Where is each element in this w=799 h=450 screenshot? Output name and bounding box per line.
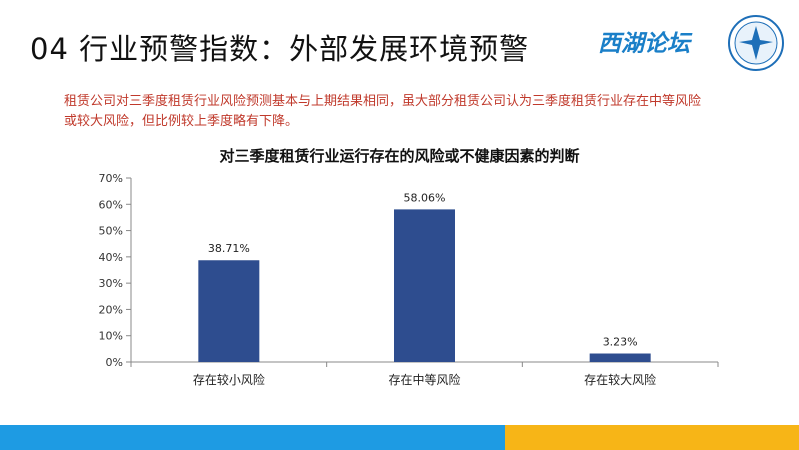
- footer-band-yellow: [505, 425, 799, 450]
- x-category-label: 存在较小风险: [193, 372, 265, 387]
- forum-emblem-icon: [728, 15, 784, 71]
- bar-value-label: 38.71%: [208, 242, 250, 255]
- y-tick-label: 60%: [99, 198, 123, 211]
- summary-text: 租赁公司对三季度租赁行业风险预测基本与上期结果相同，虽大部分租赁公司认为三季度租…: [64, 94, 702, 129]
- y-tick-label: 0%: [106, 356, 123, 369]
- chart-title: 对三季度租赁行业运行存在的风险或不健康因素的判断: [219, 147, 580, 165]
- footer-band-blue: [0, 425, 505, 450]
- bar-chart: 0% 10% 20% 30% 40% 50% 60% 70% 38.71% 存在较小风险 58.06…: [99, 172, 719, 387]
- x-category-label: 存在中等风险: [388, 372, 460, 387]
- y-tick-label: 70%: [99, 172, 123, 185]
- y-tick-label: 30%: [99, 277, 123, 290]
- y-tick-label: 20%: [99, 303, 123, 316]
- bar-value-label: 58.06%: [404, 191, 446, 204]
- bar-1: [198, 260, 260, 362]
- x-category-label: 存在较大风险: [584, 372, 656, 387]
- bar-3: [589, 353, 651, 362]
- y-tick-label: 40%: [99, 251, 123, 264]
- bar-2: [394, 209, 455, 362]
- bar-value-label: 3.23%: [603, 336, 638, 349]
- y-tick-label: 10%: [99, 330, 123, 343]
- forum-logo-text: 西湖论坛: [598, 30, 690, 57]
- y-tick-label: 50%: [99, 225, 123, 238]
- slide-title: 04 行业预警指数：外部发展环境预警: [30, 32, 530, 66]
